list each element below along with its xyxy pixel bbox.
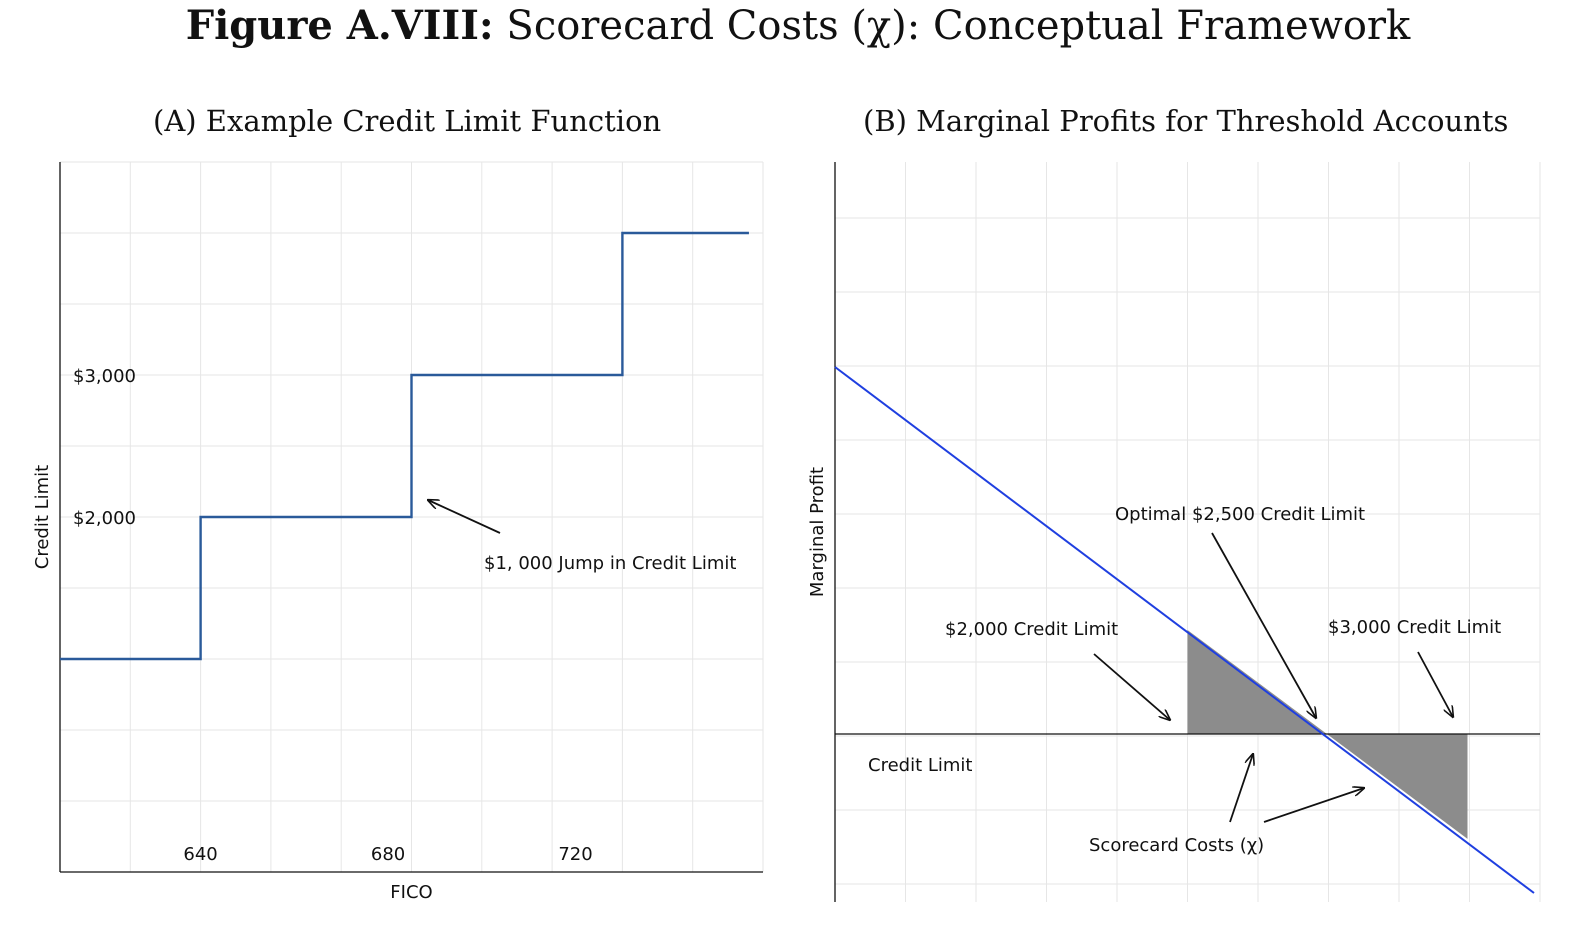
- annotation-arrow-costs-right: [1263, 788, 1364, 823]
- annotation-3000-limit: $3,000 Credit Limit: [1328, 617, 1501, 638]
- annotation-scorecard-costs: Scorecard Costs (χ): [1089, 835, 1264, 856]
- annotation-arrow-3000: [1417, 651, 1453, 717]
- x-tick-label: 640: [183, 844, 217, 865]
- credit-limit-step-line: [60, 231, 749, 661]
- x-axis-label: Credit Limit: [868, 755, 972, 776]
- y-axis-label: Credit Limit: [32, 465, 53, 569]
- annotation-optimal-limit: Optimal $2,500 Credit Limit: [1115, 504, 1365, 525]
- annotation-arrow-costs-left: [1229, 754, 1253, 823]
- figure-title-text: Scorecard Costs (χ): Conceptual Framewor…: [506, 3, 1411, 49]
- panel-a-title: (A) Example Credit Limit Function: [153, 104, 662, 138]
- annotation-2000-limit: $2,000 Credit Limit: [945, 619, 1118, 640]
- shaded-region-right: [1326, 734, 1468, 839]
- x-tick-label: 680: [371, 844, 405, 865]
- annotation-label: $1, 000 Jump in Credit Limit: [484, 553, 736, 574]
- marginal-profit-line: [834, 366, 1535, 894]
- y-axis-label: Marginal Profit: [807, 467, 828, 597]
- y-tick-label: $2,000: [73, 508, 136, 529]
- y-tick-label: $3,000: [73, 366, 136, 387]
- annotation-arrow-2000: [1093, 653, 1170, 720]
- annotation-arrow-optimal: [1211, 532, 1316, 718]
- annotation-arrow: [428, 500, 501, 534]
- figure-title: Figure A.VIII: Scorecard Costs (χ): Conc…: [0, 2, 1596, 49]
- x-tick-label: 720: [558, 844, 592, 865]
- figure-label: Figure A.VIII:: [185, 2, 494, 49]
- shaded-region-left: [1187, 630, 1327, 734]
- panel-b-chart: Credit Limit Marginal Profit Optimal $2,50…: [807, 162, 1541, 902]
- x-axis-label: FICO: [390, 882, 432, 903]
- panel-b-title: (B) Marginal Profits for Threshold Accou…: [863, 104, 1509, 138]
- panel-a-chart: 640 680 720 $2,000 $3,000 FICO Credit Limit $1,…: [32, 161, 764, 903]
